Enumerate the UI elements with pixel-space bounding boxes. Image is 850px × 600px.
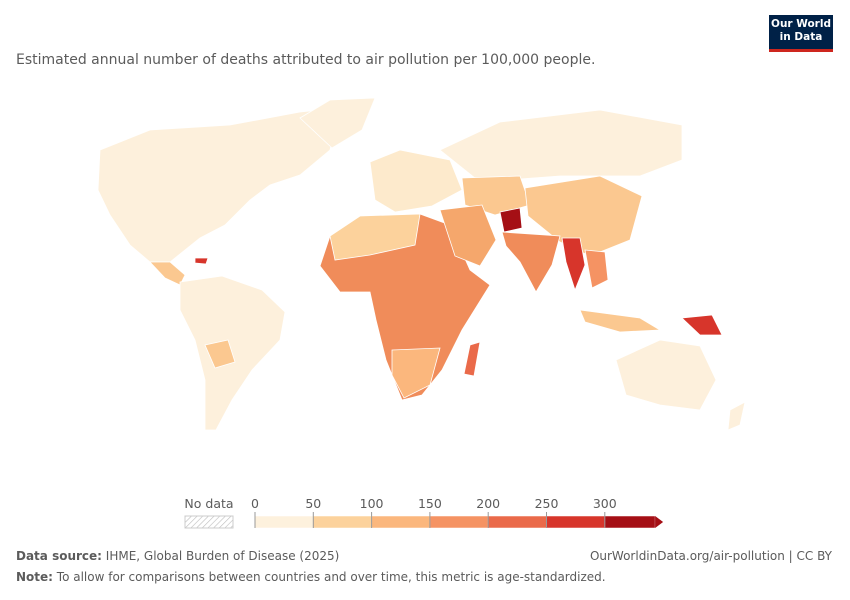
legend-swatch (546, 515, 606, 529)
north-asia[interactable] (439, 109, 683, 183)
legend-arrow (655, 516, 664, 528)
caribbean[interactable] (194, 257, 209, 265)
countries (97, 97, 746, 431)
southern-africa[interactable] (391, 347, 441, 399)
southeast-asia[interactable] (584, 249, 609, 289)
legend-tick-label: 200 (476, 496, 500, 511)
india[interactable] (501, 231, 561, 293)
legend: 0 50 100 150 200 250 300 (251, 496, 664, 529)
myanmar[interactable] (561, 237, 586, 292)
indonesia[interactable] (579, 309, 662, 333)
new-zealand[interactable] (727, 401, 746, 431)
note-label: Note: (16, 570, 53, 584)
legend-tick-label: 0 (251, 496, 259, 511)
logo-text: Our World (771, 18, 831, 30)
north-africa[interactable] (329, 213, 421, 261)
note-text: To allow for comparisons between countri… (56, 570, 606, 584)
europe[interactable] (369, 149, 463, 213)
legend-swatch (371, 515, 431, 529)
middle-east[interactable] (439, 204, 497, 267)
link[interactable]: OurWorldinData.org/air-pollution | CC BY (589, 549, 832, 563)
subtitle: Estimated annual number of deaths attrib… (16, 52, 596, 68)
legend-swatch (254, 515, 314, 529)
logo-text: in Data (779, 31, 823, 43)
source-label: Data source: (16, 549, 102, 563)
papua-new-guinea[interactable] (681, 314, 723, 336)
central-america[interactable] (149, 261, 186, 286)
afghanistan[interactable] (499, 207, 523, 233)
madagascar[interactable] (463, 341, 481, 377)
australia[interactable] (615, 339, 717, 411)
legend-swatch (313, 515, 372, 529)
note: Note: To allow for comparisons between c… (16, 570, 606, 584)
logo[interactable]: Our World in Data (769, 15, 833, 52)
legend-tick-label: 50 (305, 496, 321, 511)
legend-tick-label: 300 (593, 496, 617, 511)
no-data-label: No data (184, 496, 233, 511)
legend-tick-label: 150 (418, 496, 442, 511)
source: Data source: IHME, Global Burden of Dise… (16, 549, 339, 563)
legend-swatch (604, 515, 656, 529)
legend-swatch (487, 515, 547, 529)
no-data-swatch (184, 515, 234, 529)
legend-swatch (429, 515, 489, 529)
bolivia[interactable] (204, 339, 236, 369)
legend-tick-label: 100 (360, 496, 384, 511)
legend-tick-label: 250 (535, 496, 559, 511)
greenland[interactable] (299, 97, 376, 149)
north-america[interactable] (97, 107, 341, 263)
africa[interactable] (319, 213, 491, 401)
source-text: IHME, Global Burden of Disease (2025) (105, 549, 340, 563)
